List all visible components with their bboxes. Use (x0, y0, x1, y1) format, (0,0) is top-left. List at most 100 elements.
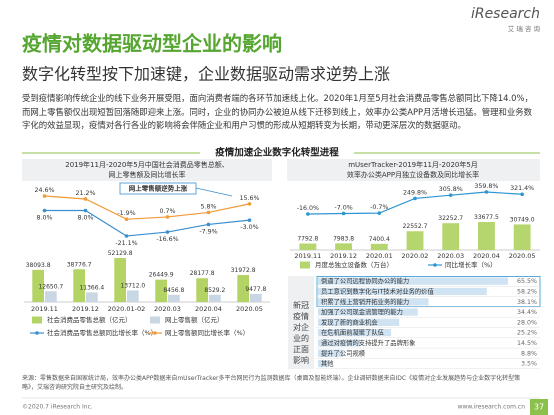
bar (370, 243, 388, 250)
logo: iResearch (471, 6, 540, 22)
bar (155, 279, 167, 302)
legend-dot (35, 331, 39, 335)
line-label: 24.6% (34, 187, 54, 194)
bar-label: 7792.8 (297, 236, 318, 243)
bar (196, 278, 208, 302)
bar-label: 30749.0 (510, 216, 535, 223)
line-label: -21.1% (115, 240, 137, 247)
legend-label: 社会消费品零售总额同比增长率（%） (47, 328, 157, 337)
line (44, 209, 250, 237)
line-label: -3.0% (240, 224, 258, 231)
row-value: 38.1% (517, 299, 537, 306)
row-value: 58.2% (517, 288, 537, 295)
line-label: 15.6% (239, 195, 259, 202)
title: 疫情对数据驱动型企业的影响 (22, 32, 282, 56)
intro: 受到疫情影响传统企业的线下业务开展受阻，面向消费者端的各环节加速线上化。2020… (22, 93, 533, 131)
bar (299, 243, 317, 250)
bar (86, 292, 98, 302)
bar (318, 287, 487, 296)
bar (114, 258, 126, 302)
bar (442, 223, 460, 250)
website: www.iresearch.com.cn (458, 404, 526, 411)
row-value: 3.5% (521, 361, 537, 368)
bar (318, 298, 429, 306)
point (206, 222, 211, 227)
row-label: 通过对疫情的支持提升了品牌形象 (321, 338, 415, 347)
x-tick-label: 2020.02 (402, 252, 429, 260)
point (165, 215, 170, 219)
x-tick-label: 2019.12 (72, 305, 99, 313)
bar-label: 52129.8 (108, 250, 133, 257)
line (44, 195, 250, 220)
line-label: 8.0% (37, 215, 53, 222)
subtitle: 数字化转型按下加速键，企业数据驱动需求逆势上涨 (22, 65, 390, 84)
point (247, 202, 252, 206)
row-value: 28.0% (517, 319, 537, 326)
section-label: 疫情加速企业数字化转型进程 (215, 147, 339, 159)
legend-dot (433, 263, 437, 267)
bar-label: 7983.8 (333, 235, 354, 242)
row-value: 65.5% (517, 278, 537, 285)
row-value: 34.4% (517, 309, 537, 316)
line-label: -16.0% (297, 205, 319, 212)
row-value: 25.2% (517, 330, 537, 337)
point (165, 230, 170, 234)
row-value: 14.5% (517, 340, 537, 347)
line-label: 5.8% (201, 203, 217, 210)
bar (73, 269, 85, 302)
point (377, 211, 382, 215)
legend-label: 社会消费品零售总额（亿元） (47, 315, 132, 324)
x-tick-label: 2019.11 (31, 305, 58, 313)
panel-header (22, 159, 272, 181)
bar-label: 9477.8 (245, 286, 266, 293)
x-tick-label: 2020.05 (236, 305, 263, 313)
bar (318, 318, 400, 326)
bar-label: 8456.8 (163, 287, 184, 294)
bar (406, 231, 424, 250)
bar (478, 222, 495, 250)
point (247, 218, 252, 222)
point (484, 190, 489, 194)
page-box (530, 399, 548, 415)
row-label: 积累了线上营销开拓业务的能力 (321, 297, 409, 306)
line-label: -1.9% (117, 210, 135, 217)
bar (250, 294, 262, 302)
annotation: 网上零售额逆势上涨 (129, 184, 188, 193)
bar (318, 308, 418, 316)
point (124, 217, 129, 221)
bar (318, 359, 329, 368)
highlight-box (316, 276, 541, 307)
row-label: 员工意识到数字化与IT技术对业务的价值 (321, 286, 434, 295)
bar-label: 31972.8 (231, 267, 256, 274)
line-label: 0.7% (160, 208, 176, 215)
x-tick-label: 2020.03 (437, 252, 464, 260)
point (448, 193, 453, 197)
x-tick-label: 2019.12 (330, 252, 357, 260)
point (413, 196, 417, 201)
line-label: -0.7% (370, 204, 388, 211)
bar (318, 329, 392, 337)
bar (318, 339, 361, 347)
legend-swatch (300, 261, 310, 269)
line-label: 305.8% (439, 186, 463, 193)
x-tick-label: 2019.11 (294, 252, 321, 260)
point (520, 192, 524, 197)
line-label: 249.8% (403, 189, 427, 196)
chart-title: mUserTracker-2019年11月-2020年5月 (348, 160, 478, 169)
row-label: 在危机面前凝聚了队伍 (321, 328, 385, 337)
row-value: 8.8% (521, 350, 537, 357)
table-side (288, 276, 314, 369)
bar-label: 32252.7 (438, 215, 463, 222)
point (42, 208, 47, 213)
legend-dot (153, 331, 157, 335)
bar-label: 12650.7 (38, 283, 63, 290)
copyright: ©2020.7 iResearch Inc. (22, 404, 93, 411)
bar (237, 275, 249, 302)
x-tick-label: 2020.03 (154, 305, 181, 313)
line-label: -16.6% (156, 236, 178, 243)
panel-header (287, 159, 540, 181)
page-number: 37 (534, 403, 544, 412)
bar-label: 13712.0 (120, 282, 145, 289)
